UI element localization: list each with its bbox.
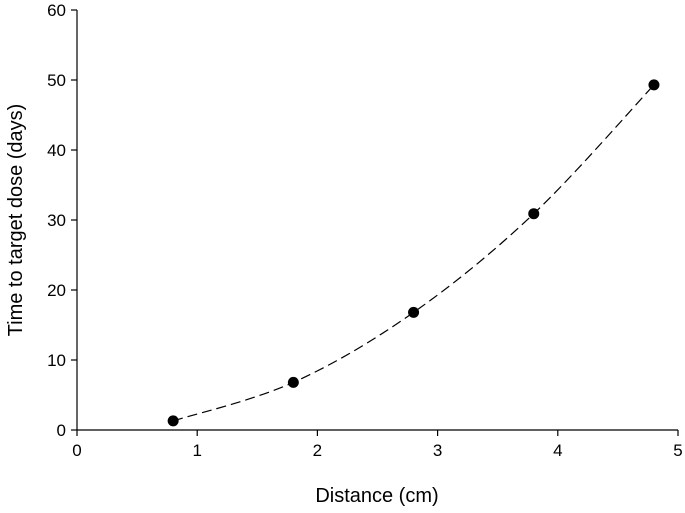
y-tick-label: 0 <box>57 421 66 440</box>
x-ticks: 0 1 2 3 4 5 <box>72 430 683 460</box>
data-points <box>167 79 660 427</box>
data-point <box>287 376 299 388</box>
x-tick-label: 0 <box>72 441 81 460</box>
y-ticks: 0 10 20 30 40 50 60 <box>47 1 77 440</box>
x-tick-label: 4 <box>553 441 562 460</box>
y-tick-label: 60 <box>47 1 66 20</box>
axes <box>76 10 678 431</box>
x-tick-label: 2 <box>313 441 322 460</box>
y-tick-label: 20 <box>47 281 66 300</box>
y-tick-label: 30 <box>47 211 66 230</box>
x-tick-label: 1 <box>192 441 201 460</box>
y-tick-label: 40 <box>47 141 66 160</box>
x-axis-title: Distance (cm) <box>315 485 438 507</box>
y-tick-label: 50 <box>47 71 66 90</box>
data-point <box>528 208 540 220</box>
series-line <box>172 84 655 422</box>
x-tick-label: 5 <box>673 441 682 460</box>
y-axis-title: Time to target dose (days) <box>5 104 27 337</box>
data-point <box>408 306 420 318</box>
x-tick-label: 3 <box>433 441 442 460</box>
data-point <box>167 415 179 427</box>
y-tick-label: 10 <box>47 351 66 370</box>
data-point <box>648 79 660 91</box>
